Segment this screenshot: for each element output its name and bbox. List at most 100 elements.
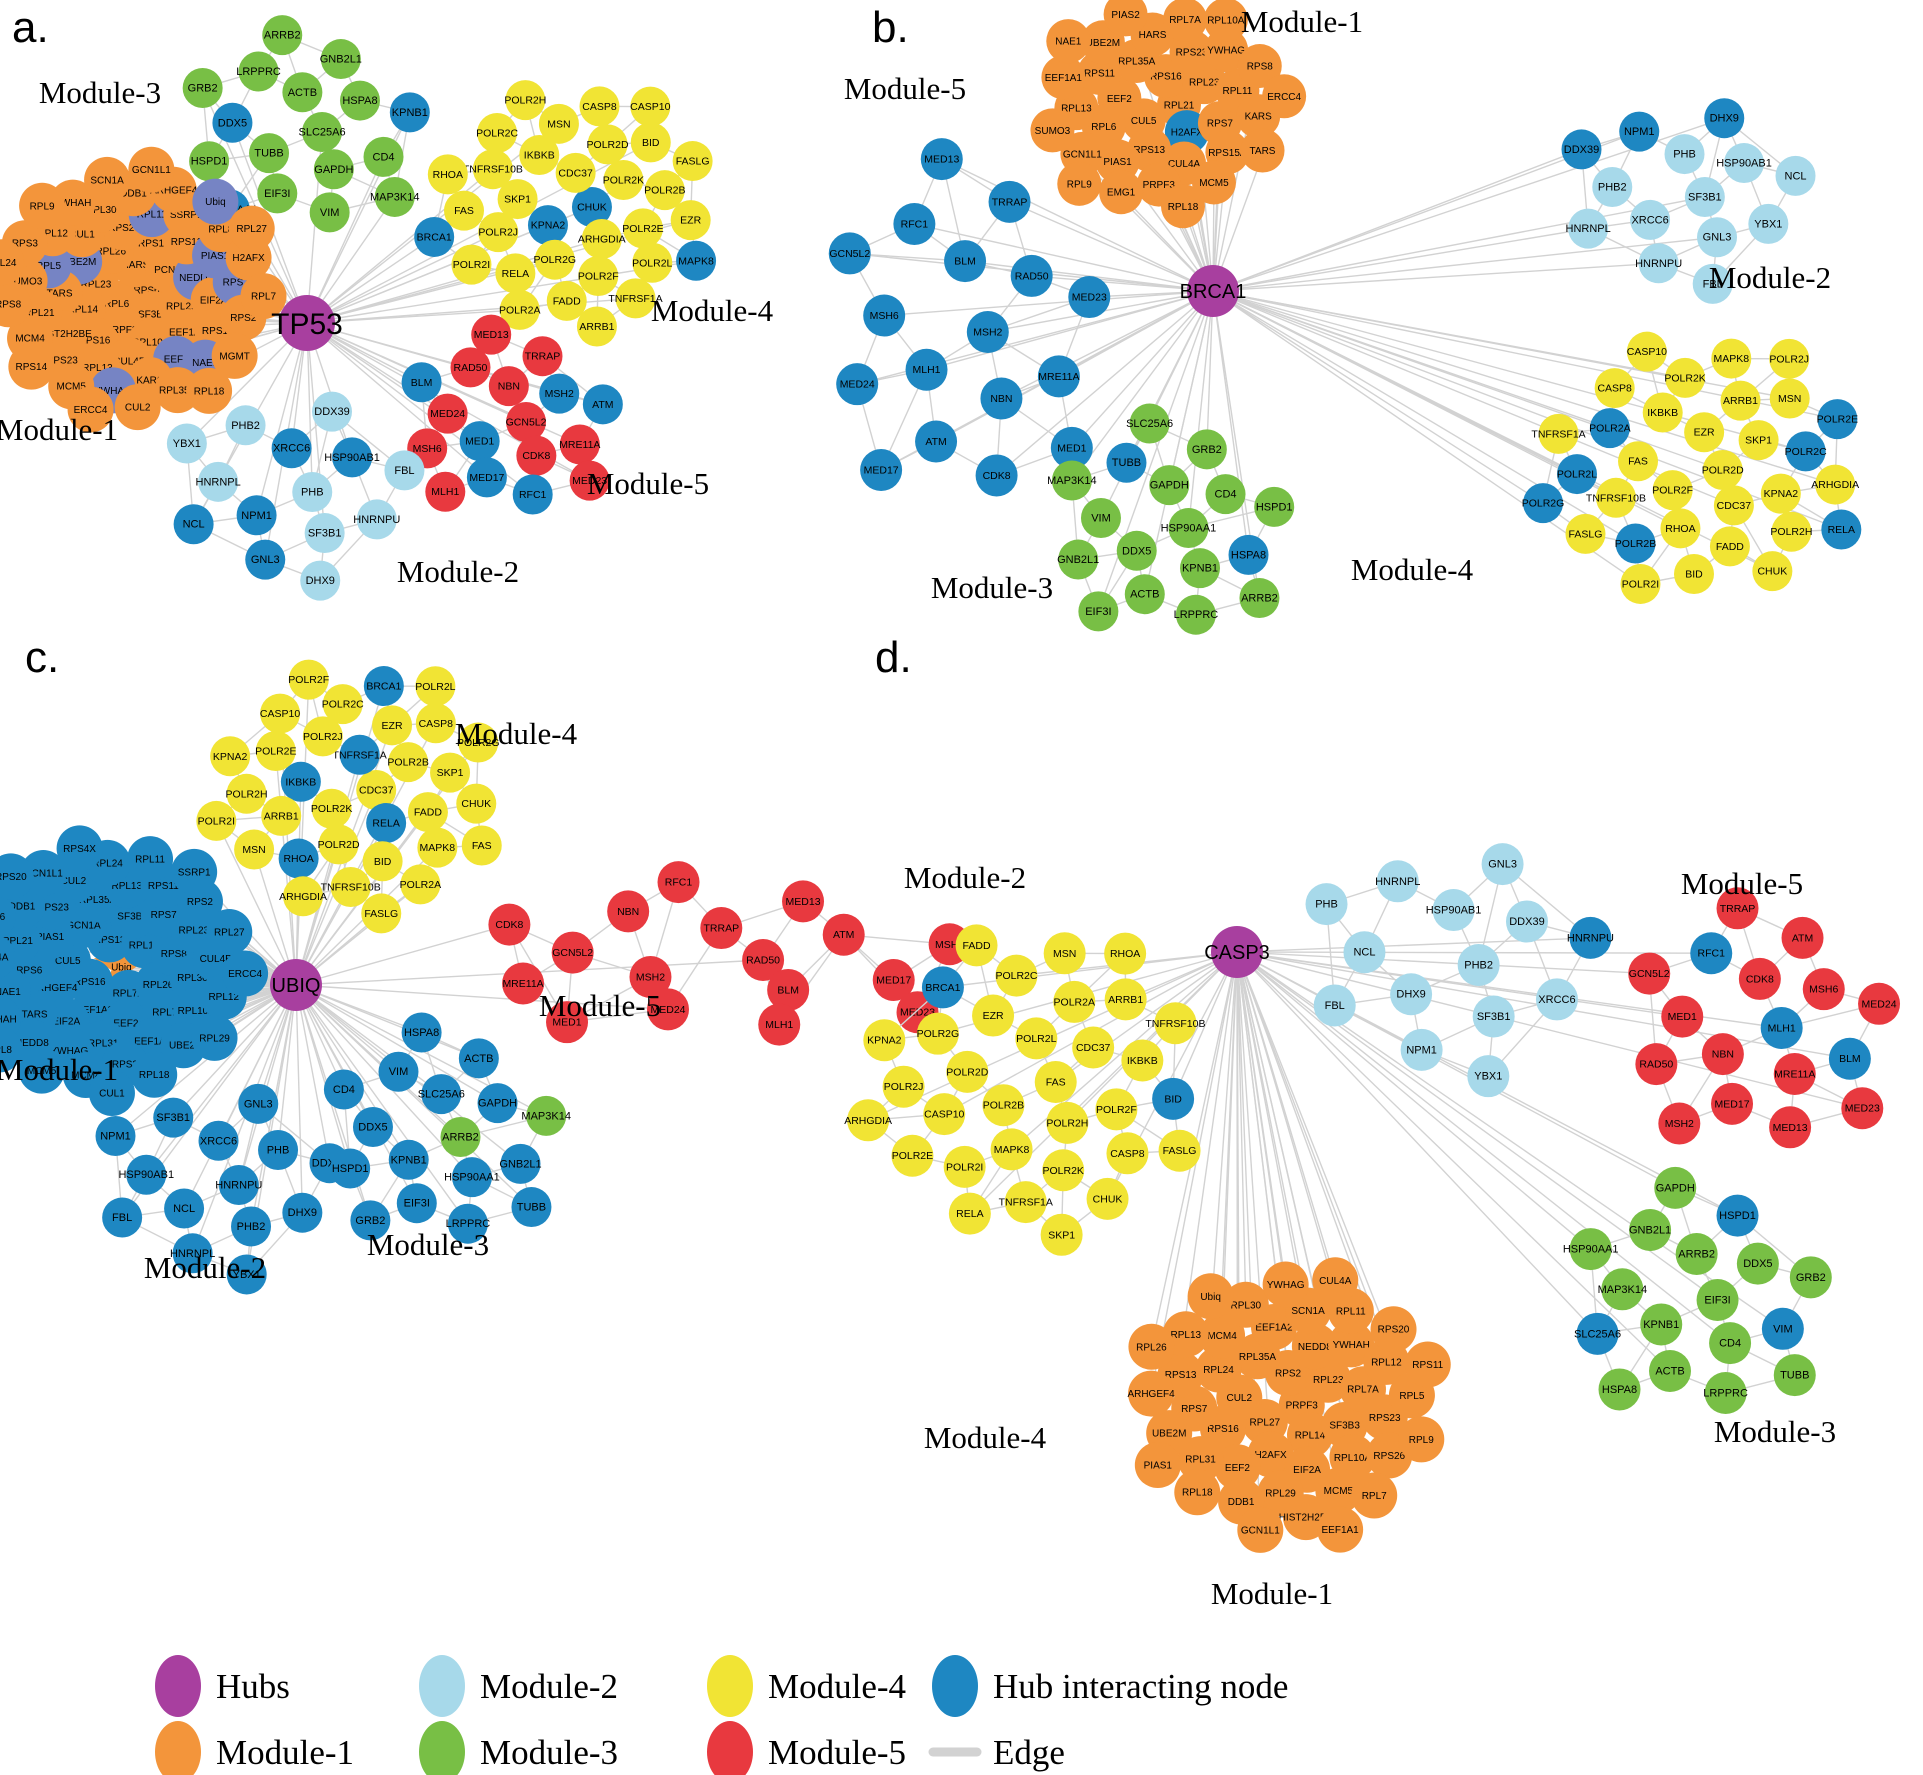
node-FASLG[interactable] — [1158, 1129, 1201, 1172]
node-EEF2[interactable] — [1214, 1444, 1261, 1491]
node-POLR2A[interactable] — [1053, 980, 1096, 1023]
node-HNRNPL[interactable] — [1376, 860, 1419, 903]
node-KPNA2[interactable] — [210, 736, 251, 777]
node-GNL3[interactable] — [238, 1083, 279, 1124]
node-LRPPRC[interactable] — [1704, 1372, 1747, 1415]
node-POLR2I[interactable] — [943, 1145, 986, 1188]
node-HSPA8[interactable] — [1598, 1368, 1641, 1411]
node-PHB[interactable] — [292, 472, 333, 512]
node-IKBKB[interactable] — [1121, 1039, 1164, 1082]
node-NBN[interactable] — [607, 890, 650, 933]
node-LRPPRC[interactable] — [447, 1203, 488, 1244]
node-GAPDH[interactable] — [1654, 1166, 1697, 1209]
node-MED24[interactable] — [427, 393, 468, 434]
node-RELA[interactable] — [948, 1192, 991, 1235]
node-POLR2B[interactable] — [388, 742, 429, 783]
node-YBX1[interactable] — [166, 423, 207, 464]
node-DDX5[interactable] — [212, 102, 253, 143]
node-MAP3K14[interactable] — [374, 176, 415, 217]
node-XRCC6[interactable] — [271, 428, 312, 469]
node-HSP90AA1[interactable] — [1569, 1228, 1612, 1271]
node-POLR2D[interactable] — [318, 824, 359, 865]
node-HNRNPL[interactable] — [198, 461, 239, 502]
node-FAS[interactable] — [461, 825, 502, 866]
node-DDX39[interactable] — [1505, 900, 1548, 943]
node-KPNA2[interactable] — [863, 1019, 906, 1062]
node-PHB[interactable] — [258, 1130, 299, 1171]
node-HSPA8[interactable] — [1228, 534, 1269, 575]
node-KPNB1[interactable] — [389, 92, 430, 133]
node-DDX5[interactable] — [1116, 530, 1157, 571]
node-PIAS2[interactable] — [1103, 0, 1148, 37]
node-RPL18[interactable] — [1174, 1469, 1221, 1516]
node-MRE11A[interactable] — [1037, 355, 1080, 398]
node-ERCC4[interactable] — [222, 950, 269, 997]
node-SF3B1[interactable] — [153, 1097, 194, 1138]
node-POLR2L[interactable] — [415, 666, 456, 707]
node-IKBKB[interactable] — [280, 761, 321, 802]
node-RPL24[interactable] — [0, 239, 25, 286]
node-FAS[interactable] — [444, 190, 485, 231]
node-CDK8[interactable] — [488, 903, 531, 946]
node-MLH1[interactable] — [758, 1003, 801, 1046]
node-RPS11[interactable] — [1404, 1341, 1451, 1388]
node-HNRNPU[interactable] — [218, 1165, 259, 1205]
node-POLR2J[interactable] — [478, 212, 519, 253]
node-POLR2K[interactable] — [311, 788, 352, 829]
node-RPL10A[interactable] — [1203, 0, 1248, 42]
node-SLC25A6[interactable] — [1576, 1312, 1619, 1355]
node-DDX39[interactable] — [1561, 129, 1602, 170]
node-RPL6[interactable] — [0, 894, 16, 940]
node-MCM5[interactable] — [1191, 160, 1236, 205]
node-PHB[interactable] — [1664, 134, 1705, 175]
node-POLR2B[interactable] — [644, 170, 685, 211]
node-POLR2C[interactable] — [322, 684, 363, 725]
node-FAS[interactable] — [1034, 1061, 1077, 1103]
node-GCN5L2[interactable] — [506, 402, 547, 442]
node-PHB[interactable] — [1305, 883, 1348, 926]
node-EZR[interactable] — [372, 705, 413, 746]
node-POLR2A[interactable] — [400, 864, 441, 905]
node-RPL7[interactable] — [240, 273, 287, 320]
node-TNFRSF1A[interactable] — [1004, 1181, 1047, 1224]
node-YBX1[interactable] — [1467, 1055, 1510, 1098]
node-DDX5[interactable] — [352, 1107, 393, 1148]
node-EIF3I[interactable] — [257, 173, 298, 214]
node-ACTB[interactable] — [1649, 1350, 1692, 1393]
node-RHOA[interactable] — [1104, 932, 1147, 975]
node-MSH6[interactable] — [863, 294, 906, 337]
node-EZR[interactable] — [1684, 412, 1725, 453]
node-SSRP1[interactable] — [171, 848, 218, 895]
hub-BRCA1[interactable] — [1187, 265, 1239, 317]
node-TNFRSF1A[interactable] — [339, 734, 380, 775]
node-DHX9[interactable] — [300, 560, 341, 601]
node-MED13[interactable] — [471, 314, 512, 355]
node-BID[interactable] — [1673, 553, 1714, 594]
node-RPL9[interactable] — [1057, 161, 1102, 206]
node-YWHAH[interactable] — [1328, 1321, 1375, 1368]
node-HSP90AB1[interactable] — [1724, 143, 1765, 184]
node-POLR2D[interactable] — [946, 1050, 989, 1093]
hub-TP53[interactable] — [279, 295, 335, 351]
node-CASP8[interactable] — [1594, 368, 1635, 409]
node-ERCC4[interactable] — [1262, 74, 1307, 119]
node-RAD50[interactable] — [450, 347, 491, 388]
node-ARHGEF4[interactable] — [1128, 1370, 1175, 1417]
node-LRPPRC[interactable] — [1175, 594, 1216, 635]
node-MAP3K14[interactable] — [1051, 460, 1092, 501]
node-SLC25A6[interactable] — [1129, 403, 1170, 444]
node-CASP8[interactable] — [415, 703, 456, 744]
node-POLR2A[interactable] — [1589, 408, 1630, 449]
node-MED1[interactable] — [459, 421, 500, 462]
node-BLM[interactable] — [1828, 1037, 1871, 1080]
node-POLR2C[interactable] — [477, 112, 518, 153]
node-NCL[interactable] — [1775, 155, 1816, 196]
node-Ubiq[interactable] — [192, 178, 239, 225]
node-POLR2E[interactable] — [622, 208, 663, 249]
node-EEF1A1[interactable] — [1317, 1506, 1364, 1553]
node-RPL27[interactable] — [228, 205, 275, 252]
node-POLR2L[interactable] — [1556, 454, 1597, 495]
node-GNL3[interactable] — [1697, 217, 1738, 258]
node-SKP1[interactable] — [497, 179, 538, 220]
node-MSN[interactable] — [538, 103, 579, 144]
